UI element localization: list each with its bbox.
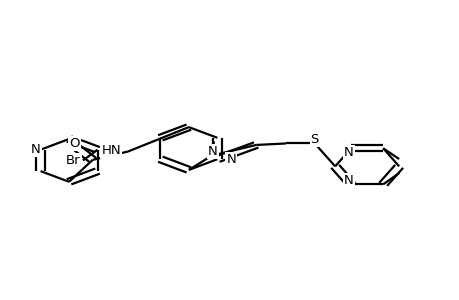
- Text: O: O: [69, 137, 79, 150]
- Text: N: N: [207, 145, 217, 158]
- Text: HN: HN: [101, 145, 121, 158]
- Text: N: N: [343, 174, 353, 187]
- Text: S: S: [310, 133, 318, 146]
- Text: N: N: [343, 146, 353, 159]
- Text: Br: Br: [66, 154, 80, 167]
- Text: N: N: [226, 153, 236, 166]
- Text: N: N: [31, 142, 41, 156]
